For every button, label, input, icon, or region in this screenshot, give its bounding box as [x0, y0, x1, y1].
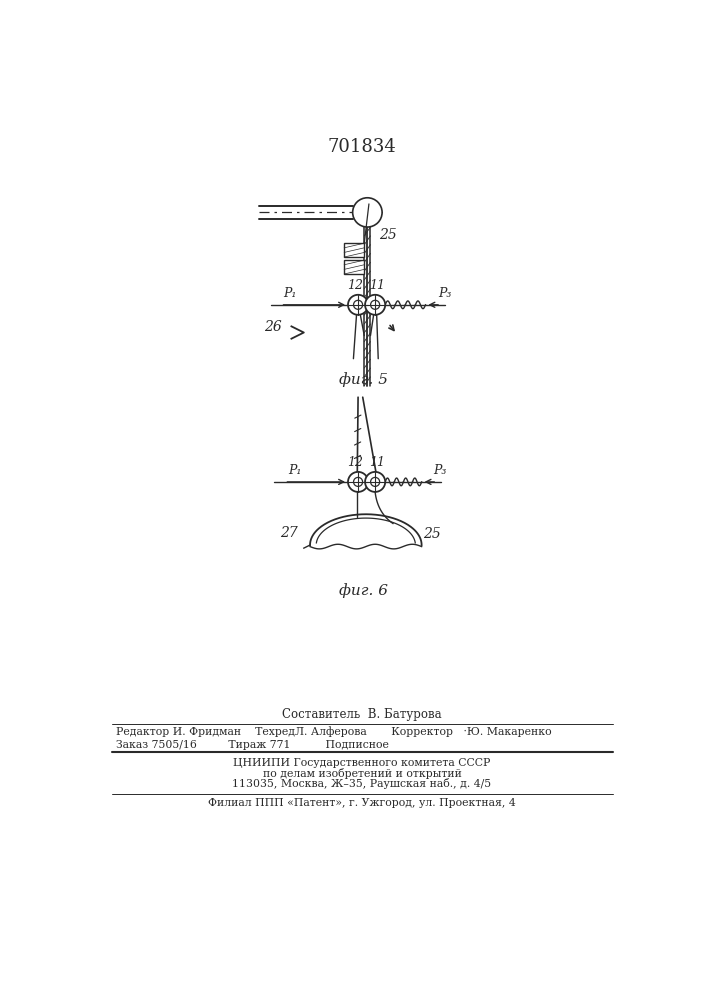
- Text: P₁: P₁: [284, 287, 297, 300]
- Text: Филиал ППП «Патент», г. Ужгород, ул. Проектная, 4: Филиал ППП «Патент», г. Ужгород, ул. Про…: [208, 798, 516, 808]
- Text: 27: 27: [280, 526, 298, 540]
- Text: 12: 12: [347, 456, 363, 469]
- Text: Редактор И. Фридман    ТехредЛ. Алферова       Корректор   ·Ю. Макаренко: Редактор И. Фридман ТехредЛ. Алферова Ко…: [115, 726, 551, 737]
- Circle shape: [348, 295, 368, 315]
- Text: фиг. 5: фиг. 5: [339, 373, 388, 387]
- Text: ЦНИИПИ Государственного комитета СССР: ЦНИИПИ Государственного комитета СССР: [233, 758, 491, 768]
- Text: 26: 26: [264, 320, 282, 334]
- Bar: [344, 260, 364, 274]
- Circle shape: [348, 472, 368, 492]
- Text: по делам изобретений и открытий: по делам изобретений и открытий: [262, 768, 462, 779]
- Bar: [344, 243, 364, 257]
- Text: 701834: 701834: [327, 138, 397, 156]
- Text: P₁: P₁: [288, 464, 302, 477]
- Text: 11: 11: [368, 456, 385, 469]
- Circle shape: [370, 477, 380, 486]
- Text: 11: 11: [368, 279, 385, 292]
- Text: фиг. 6: фиг. 6: [339, 584, 388, 598]
- Text: Составитель  В. Батурова: Составитель В. Батурова: [282, 708, 442, 721]
- Circle shape: [353, 198, 382, 227]
- Circle shape: [354, 300, 363, 309]
- Text: 25: 25: [423, 527, 441, 541]
- Text: P₃: P₃: [438, 287, 452, 300]
- Circle shape: [365, 295, 385, 315]
- Text: 12: 12: [347, 279, 363, 292]
- Text: P₃: P₃: [433, 464, 447, 477]
- Circle shape: [354, 477, 363, 486]
- Text: 25: 25: [379, 228, 397, 242]
- Text: 113035, Москва, Ж–35, Раушская наб., д. 4/5: 113035, Москва, Ж–35, Раушская наб., д. …: [233, 778, 491, 789]
- Text: Заказ 7505/16         Тираж 771          Подписное: Заказ 7505/16 Тираж 771 Подписное: [115, 740, 388, 750]
- Circle shape: [365, 472, 385, 492]
- Circle shape: [370, 300, 380, 309]
